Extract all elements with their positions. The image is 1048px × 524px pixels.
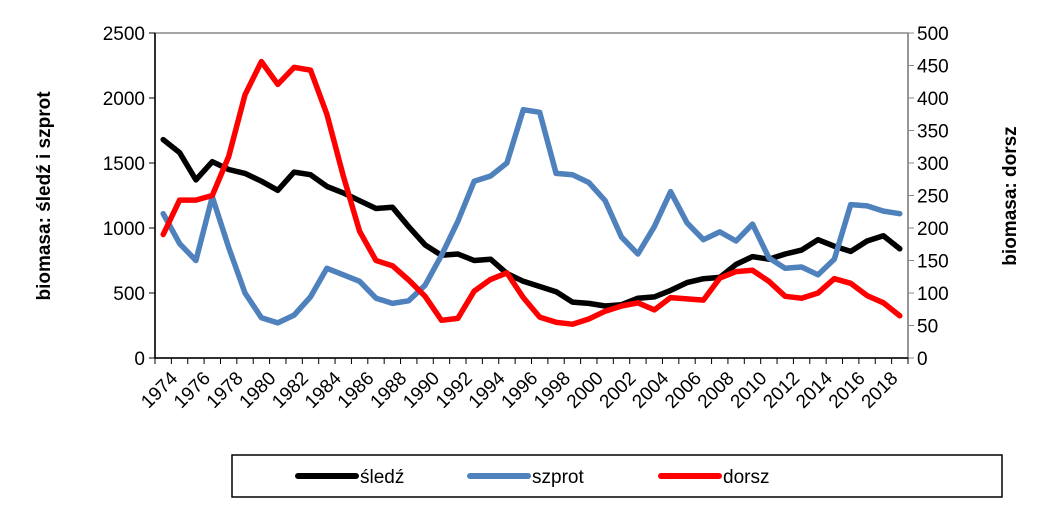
x-tick-label: 2000	[563, 368, 608, 413]
legend-label-2: dorsz	[723, 467, 769, 488]
x-tick-label: 2004	[628, 368, 673, 413]
x-tick-label: 2002	[596, 368, 641, 413]
x-tick-label: 1982	[268, 368, 313, 413]
series-line-0	[160, 136, 903, 309]
x-tick-label: 2010	[727, 368, 772, 413]
legend-label-0: śledź	[360, 467, 404, 488]
y-tick-label-right: 100	[917, 284, 949, 305]
y-tick-label-right: 50	[917, 317, 938, 338]
x-tick-label: 1998	[530, 368, 575, 413]
legend-box	[231, 454, 1003, 498]
y-tick-label-left: 1500	[103, 154, 145, 175]
x-tick-label: 1978	[203, 368, 248, 413]
y-tick-label-right: 150	[917, 252, 949, 273]
series-line-2	[160, 58, 903, 327]
x-tick-label: 1974	[137, 368, 182, 413]
y-tick-label-left: 2000	[103, 89, 145, 110]
x-tick-label: 1986	[334, 368, 379, 413]
x-tick-label: 1980	[236, 368, 281, 413]
x-tick-label: 1988	[367, 368, 412, 413]
x-tick-label: 1992	[432, 368, 477, 413]
x-tick-label: 1996	[498, 368, 543, 413]
x-tick-label: 1990	[399, 368, 444, 413]
y-tick-label-right: 450	[917, 57, 949, 78]
y-tick-label-right: 500	[917, 24, 949, 45]
y-tick-label-right: 200	[917, 219, 949, 240]
y-tick-label-left: 500	[113, 284, 145, 305]
y-tick-label-left: 0	[134, 349, 145, 370]
legend-label-1: szprot	[532, 467, 584, 488]
x-tick-label: 2008	[694, 368, 739, 413]
y-tick-label-right: 250	[917, 187, 949, 208]
series-line-1	[160, 106, 903, 326]
axes: 0 500 1000 1500 2000 2500 0 50 100 150 200 250 300 35…	[103, 24, 949, 413]
y-tick-label-right: 350	[917, 122, 949, 143]
x-tick-label: 1994	[465, 368, 510, 413]
x-tick-label: 1976	[170, 368, 215, 413]
y-tick-label-right: 0	[917, 349, 928, 370]
legend: śledź szprot dorsz	[231, 454, 1003, 498]
x-tick-label: 2006	[661, 368, 706, 413]
x-tick-label: 2016	[825, 368, 870, 413]
y-axis-label-right: biomasa: dorsz	[1000, 126, 1021, 265]
x-tick-label: 1984	[301, 368, 346, 413]
y-tick-label-right: 300	[917, 154, 949, 175]
x-tick-label: 2014	[792, 368, 837, 413]
x-tick-label: 2012	[759, 368, 804, 413]
y-axis-label-left: biomasa: śledź i szprot	[34, 91, 55, 301]
series-lines	[160, 58, 903, 327]
y-tick-label-right: 400	[917, 89, 949, 110]
y-tick-label-left: 1000	[103, 219, 145, 240]
x-tick-label: 2018	[858, 368, 903, 413]
y-tick-label-left: 2500	[103, 24, 145, 45]
